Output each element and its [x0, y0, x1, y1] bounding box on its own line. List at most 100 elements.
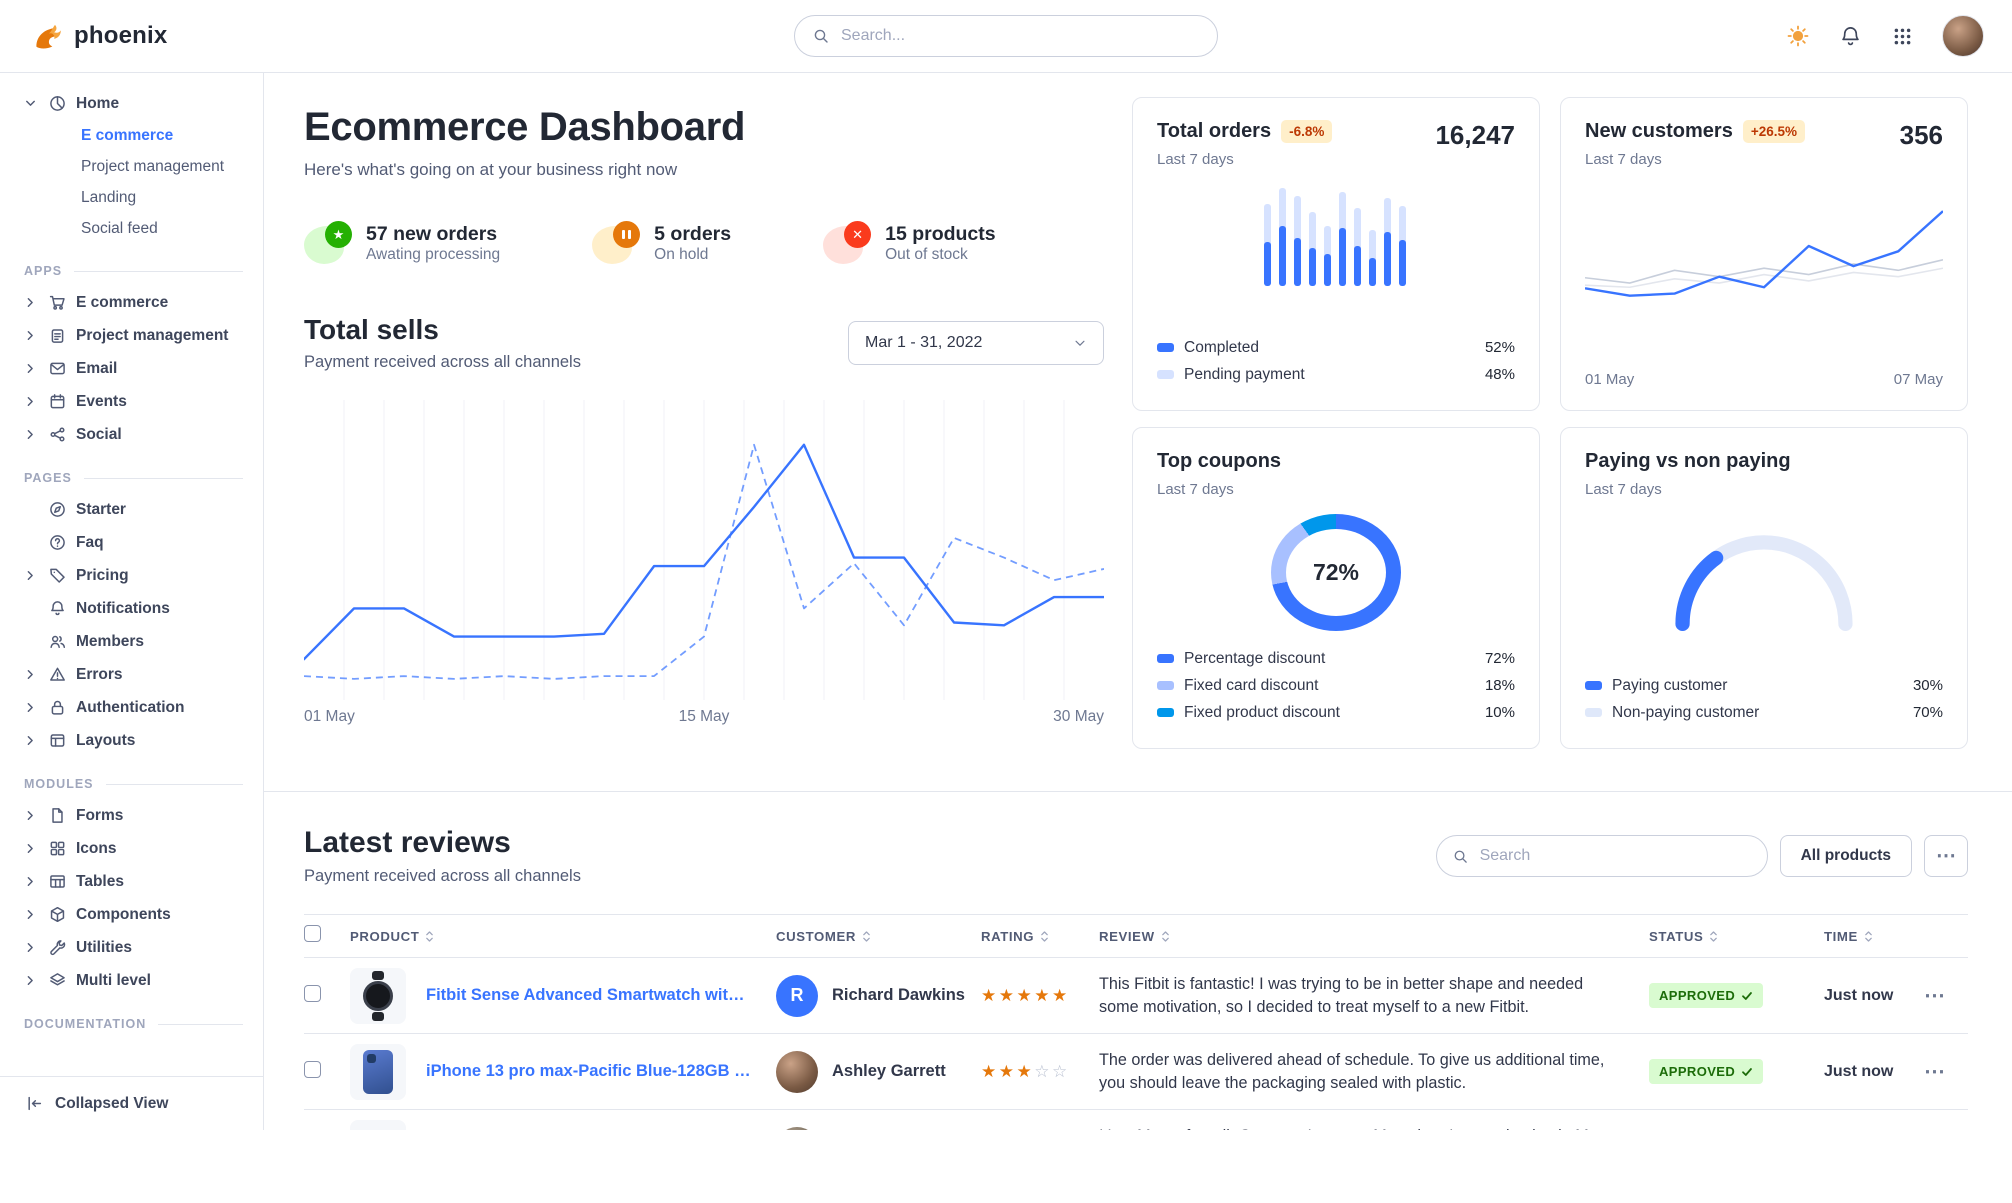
legend-value: 30% — [1913, 677, 1943, 694]
sidebar-item-authentication[interactable]: Authentication — [0, 691, 263, 724]
global-search[interactable] — [794, 15, 1218, 57]
customer-avatar — [776, 1127, 818, 1131]
sidebar-item-forms[interactable]: Forms — [0, 799, 263, 832]
legend-value: 10% — [1485, 704, 1515, 721]
star-icon: ★ — [304, 220, 352, 266]
collapse-sidebar-button[interactable]: Collapsed View — [0, 1076, 263, 1130]
collapse-label: Collapsed View — [55, 1095, 168, 1113]
latest-reviews: Latest reviews Payment received across a… — [304, 792, 1968, 1130]
column-header-customer[interactable]: CUSTOMER — [776, 929, 981, 944]
row-checkbox[interactable] — [304, 985, 321, 1002]
product-link[interactable]: Fitbit Sense Advanced Smartwatch with To… — [426, 986, 776, 1005]
sidebar-item-project-management[interactable]: Project management — [0, 151, 263, 182]
pie-icon — [49, 95, 66, 112]
mail-icon — [49, 360, 66, 377]
total-orders-bar-chart — [1245, 186, 1427, 286]
sidebar-item-e-commerce[interactable]: E commerce — [0, 286, 263, 319]
column-header-time[interactable]: TIME — [1824, 929, 1924, 944]
topbar: phoenix — [0, 0, 2012, 73]
sidebar-item-label: Home — [76, 95, 119, 113]
caretRight-icon — [22, 567, 39, 584]
file-icon — [49, 807, 66, 824]
select-all-checkbox[interactable] — [304, 925, 321, 942]
product-link[interactable]: iPhone 13 pro max-Pacific Blue-128GB sto… — [426, 1062, 776, 1081]
pause-icon — [592, 220, 640, 266]
legend-swatch — [1157, 708, 1174, 717]
sidebar-item-components[interactable]: Components — [0, 898, 263, 931]
sidebar-item-events[interactable]: Events — [0, 385, 263, 418]
sidebar-item-errors[interactable]: Errors — [0, 658, 263, 691]
date-range-select[interactable]: Mar 1 - 31, 2022 — [848, 321, 1104, 365]
sidebar-item-label: Pricing — [76, 567, 129, 585]
legend-item-paying-customer: Paying customer 30% — [1585, 672, 1943, 699]
caretRight-icon — [22, 699, 39, 716]
theme-toggle-sun-icon[interactable] — [1786, 24, 1810, 48]
sidebar-item-landing[interactable]: Landing — [0, 182, 263, 213]
donut-center-value: 72% — [1271, 514, 1401, 631]
user-avatar[interactable] — [1942, 15, 1984, 57]
stat-desc: On hold — [654, 246, 708, 263]
page-title: Ecommerce Dashboard — [304, 105, 1104, 150]
sidebar-item-home[interactable]: Home — [0, 87, 263, 120]
sidebar-item-pricing[interactable]: Pricing — [0, 559, 263, 592]
date-range-value: Mar 1 - 31, 2022 — [865, 334, 982, 352]
notifications-bell-icon[interactable] — [1838, 24, 1862, 48]
caretRight-icon — [22, 666, 39, 683]
x-axis-label: 15 May — [679, 708, 730, 726]
sidebar-item-tables[interactable]: Tables — [0, 865, 263, 898]
sidebar-item-members[interactable]: Members — [0, 625, 263, 658]
apps-grid-icon[interactable] — [1890, 24, 1914, 48]
top-coupons-card: Top coupons Last 7 days 72% Percentage d… — [1132, 427, 1540, 749]
legend-label: Paying customer — [1612, 677, 1727, 695]
review-text: This Fitbit is fantastic! I was trying t… — [1099, 973, 1649, 1019]
sidebar-item-multi-level[interactable]: Multi level — [0, 964, 263, 997]
legend-swatch — [1157, 370, 1174, 379]
product-thumbnail[interactable] — [350, 1120, 406, 1131]
reviews-search[interactable] — [1436, 835, 1768, 877]
sidebar-item-social[interactable]: Social — [0, 418, 263, 451]
dashboard-overview: Ecommerce Dashboard Here's what's going … — [304, 97, 1968, 749]
legend-value: 48% — [1485, 366, 1515, 383]
legend-value: 52% — [1485, 339, 1515, 356]
reviews-search-input[interactable] — [1478, 846, 1751, 866]
product-thumbnail[interactable] — [350, 968, 406, 1024]
search-icon — [813, 28, 829, 44]
status-badge: APPROVED — [1649, 1059, 1763, 1084]
sidebar-item-e-commerce[interactable]: E commerce — [0, 120, 263, 151]
sidebar-item-label: Email — [76, 360, 117, 378]
legend-value: 70% — [1913, 704, 1943, 721]
caretDown-icon — [22, 95, 39, 112]
column-header-review[interactable]: REVIEW — [1099, 929, 1649, 944]
sidebar-item-starter[interactable]: Starter — [0, 493, 263, 526]
sidebar-item-icons[interactable]: Icons — [0, 832, 263, 865]
tag-icon — [49, 567, 66, 584]
column-header-status[interactable]: STATUS — [1649, 929, 1824, 944]
row-checkbox[interactable] — [304, 1061, 321, 1078]
cart-icon — [49, 294, 66, 311]
sidebar-item-faq[interactable]: Faq — [0, 526, 263, 559]
brand-logo[interactable]: phoenix — [0, 19, 167, 53]
compass-icon — [49, 501, 66, 518]
sidebar-item-project-management[interactable]: Project management — [0, 319, 263, 352]
sidebar-item-social-feed[interactable]: Social feed — [0, 213, 263, 244]
legend-label: Fixed card discount — [1184, 677, 1318, 695]
reviews-more-button[interactable]: ⋯ — [1924, 835, 1968, 877]
column-header-product[interactable]: PRODUCT — [350, 929, 776, 944]
sidebar-item-notifications[interactable]: Notifications — [0, 592, 263, 625]
row-actions-button[interactable]: ⋯ — [1924, 984, 1945, 1007]
search-input[interactable] — [839, 26, 1199, 46]
table-body: Fitbit Sense Advanced Smartwatch with To… — [304, 958, 1968, 1130]
new-customers-line-chart — [1585, 190, 1943, 338]
sidebar-item-utilities[interactable]: Utilities — [0, 931, 263, 964]
sidebar-item-email[interactable]: Email — [0, 352, 263, 385]
caretRight-icon — [22, 906, 39, 923]
sidebar-item-label: Tables — [76, 873, 124, 891]
sidebar-item-layouts[interactable]: Layouts — [0, 724, 263, 757]
sidebar-item-label: Components — [76, 906, 171, 924]
product-thumbnail[interactable] — [350, 1044, 406, 1100]
all-products-button[interactable]: All products — [1780, 835, 1912, 877]
column-header-rating[interactable]: RATING — [981, 929, 1099, 944]
row-actions-button[interactable]: ⋯ — [1924, 1060, 1945, 1083]
